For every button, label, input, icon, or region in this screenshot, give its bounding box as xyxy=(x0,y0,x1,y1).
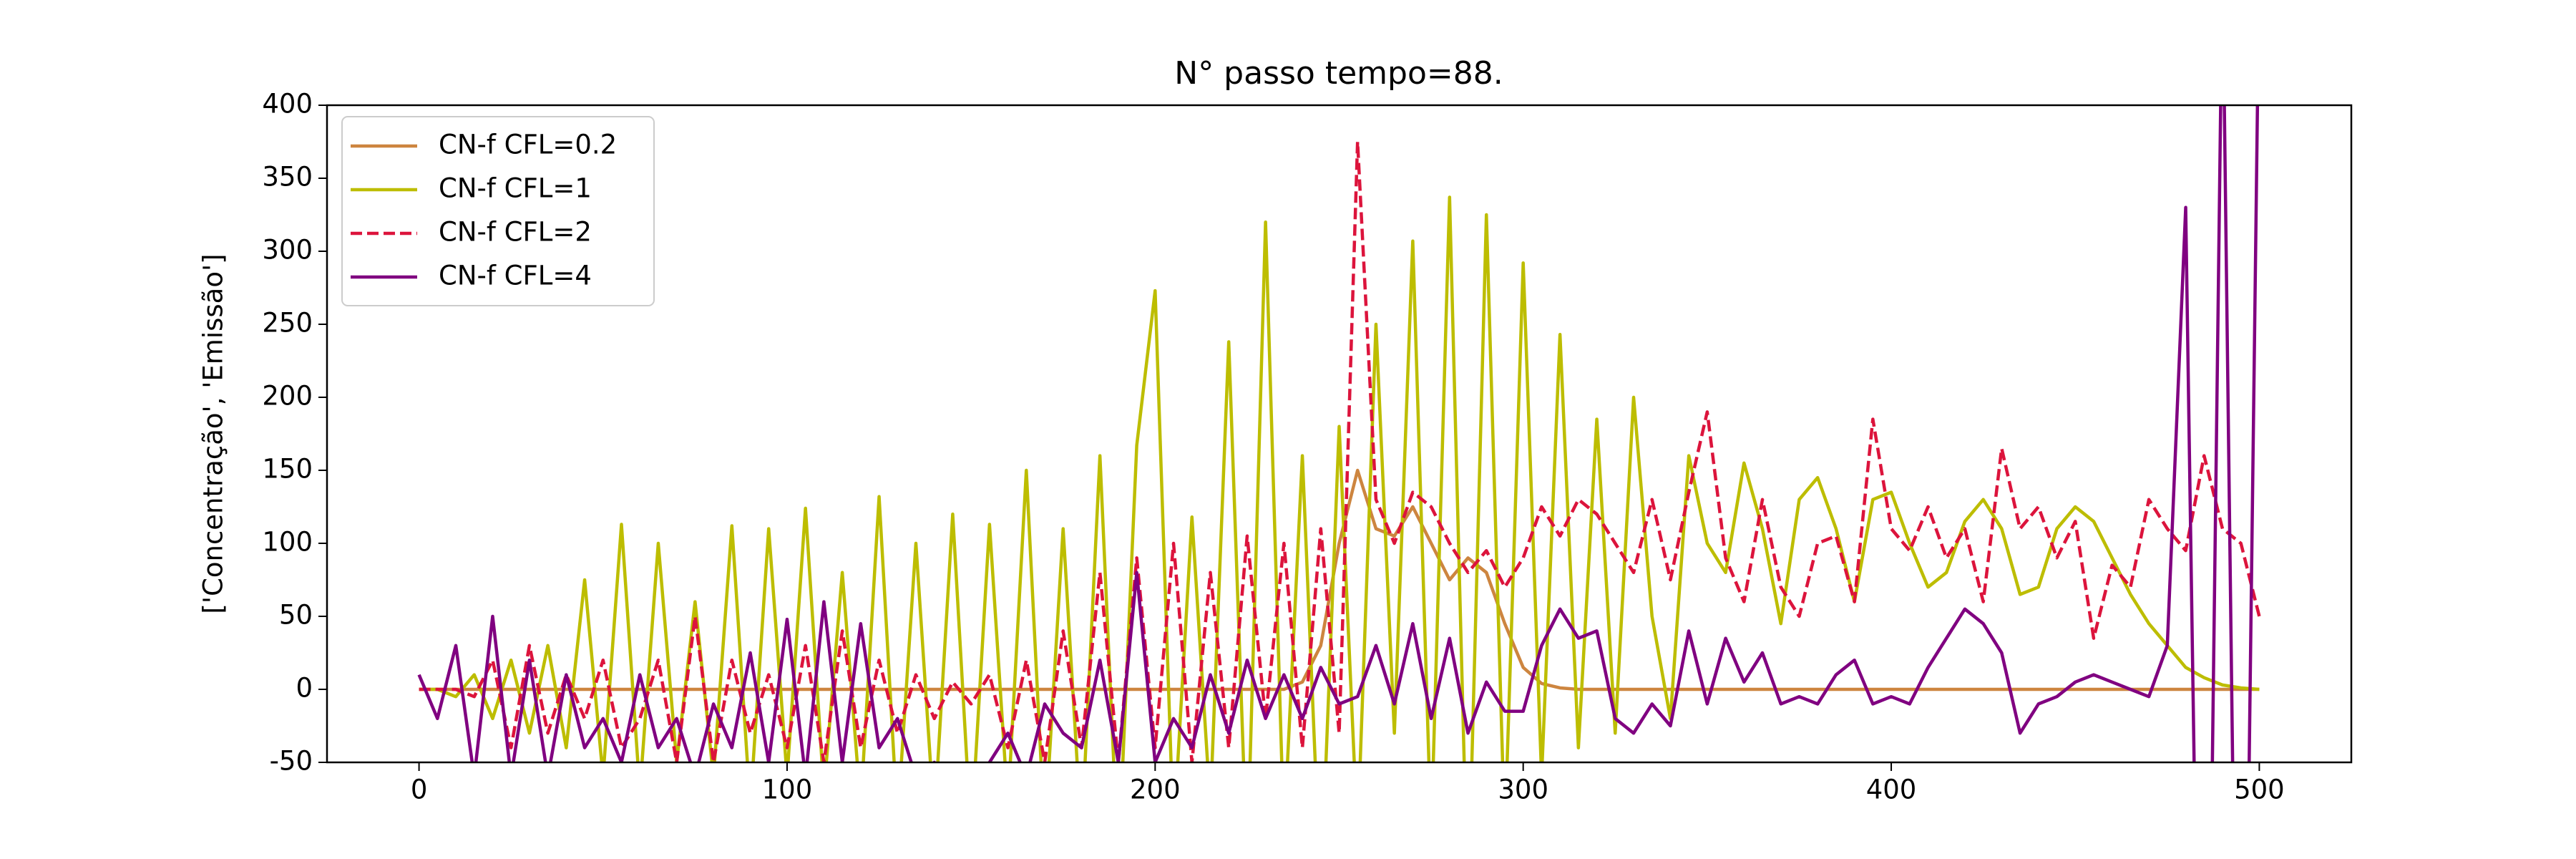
axes-frame xyxy=(326,104,2353,764)
legend-label: CN-f CFL=4 xyxy=(439,261,592,291)
y-tick-label: 350 xyxy=(262,162,313,193)
y-tick-label: 200 xyxy=(262,381,313,412)
y-tick-label: 250 xyxy=(262,308,313,339)
x-tick-label: 300 xyxy=(1498,775,1548,805)
x-tick-label: 100 xyxy=(762,775,813,805)
y-axis-label: ['Concentração', 'Emissão'] xyxy=(198,253,229,613)
chart-title: N° passo tempo=88. xyxy=(1174,55,1503,92)
y-tick-label: 300 xyxy=(262,235,313,266)
series-line xyxy=(419,140,2261,762)
legend-label: CN-f CFL=1 xyxy=(439,173,592,204)
x-tick-label: 400 xyxy=(1866,775,1917,805)
y-tick-label: 0 xyxy=(296,673,313,704)
plot-area xyxy=(417,105,2261,762)
y-tick-label: -50 xyxy=(270,746,313,777)
series-line xyxy=(419,195,2260,762)
legend-label: CN-f CFL=2 xyxy=(439,217,592,248)
x-tick-label: 200 xyxy=(1130,775,1181,805)
y-tick-label: 100 xyxy=(262,527,313,558)
legend-box xyxy=(341,116,655,306)
x-tick-label: 0 xyxy=(411,775,428,805)
y-tick-label: 400 xyxy=(262,89,313,120)
y-tick-label: 150 xyxy=(262,454,313,485)
legend-label: CN-f CFL=0.2 xyxy=(439,130,617,160)
series-line xyxy=(417,105,2260,762)
x-tick-label: 500 xyxy=(2234,775,2285,805)
y-tick-label: 50 xyxy=(279,600,313,631)
